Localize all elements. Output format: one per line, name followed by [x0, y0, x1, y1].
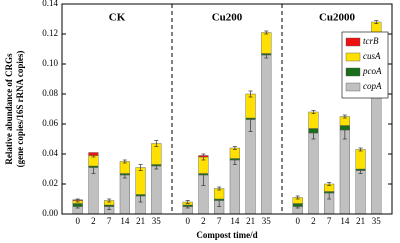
bar-segment	[339, 125, 350, 131]
error-bar	[154, 140, 159, 147]
y-tick-label: 0.10	[42, 58, 58, 68]
error-bar	[295, 195, 300, 200]
y-tick-label: 0.12	[42, 28, 58, 38]
error-bar	[138, 164, 143, 171]
legend-label: cusA	[363, 51, 381, 61]
bar-segment	[245, 117, 256, 120]
bar-segment	[214, 198, 225, 201]
bar-segment	[182, 204, 193, 207]
bar-segment	[245, 119, 256, 215]
bar-segment	[292, 203, 303, 207]
bar-segment	[88, 165, 99, 168]
x-tick-label: 35	[372, 216, 382, 226]
x-tick-label: 14	[340, 216, 350, 226]
group-label: Cu2000	[319, 12, 356, 24]
bar-segment	[324, 191, 335, 194]
bar-segment	[135, 194, 146, 197]
bar-segment	[72, 203, 83, 207]
x-tick-label: 14	[230, 216, 240, 226]
x-tick-label: 35	[262, 216, 272, 226]
error-bar	[107, 198, 112, 203]
y-label-line: Relative abundance of CRGs	[4, 53, 14, 165]
x-tick-label: 2	[201, 216, 206, 226]
y-tick-label: 0.04	[42, 148, 58, 158]
error-bar	[327, 182, 332, 186]
x-tick-label: 21	[246, 216, 255, 226]
bar-segment	[355, 168, 366, 171]
legend-swatch	[345, 37, 361, 47]
bar-segment	[88, 152, 99, 156]
legend-label: pcoA	[362, 66, 382, 76]
bar-segment	[355, 170, 366, 215]
x-tick-label: 7	[327, 216, 332, 226]
x-tick-label: 7	[107, 216, 112, 226]
x-tick-label: 14	[120, 216, 130, 226]
bar-segment	[308, 128, 319, 134]
bar-segment	[198, 155, 209, 158]
error-bar	[217, 186, 222, 191]
bar-segment	[355, 149, 366, 170]
legend-swatch	[345, 82, 361, 92]
legend-label: tcrB	[363, 36, 379, 46]
bar-segment	[339, 129, 350, 215]
bar-segment	[261, 54, 272, 215]
error-bar	[122, 159, 127, 164]
y-tick-label: 0.14	[42, 0, 58, 8]
bar-segment	[88, 167, 99, 215]
y-label-line: (gene copies/16S rRNA copies)	[15, 51, 25, 168]
group-label: Cu200	[212, 12, 243, 24]
error-bar	[311, 110, 316, 114]
bar-segment	[261, 53, 272, 56]
error-bar	[185, 200, 190, 204]
bar-segment	[135, 167, 146, 195]
group-label: CK	[109, 12, 126, 24]
bar-segment	[308, 132, 319, 215]
error-bar	[374, 20, 379, 24]
x-tick-label: 2	[91, 216, 96, 226]
legend-label: copA	[363, 81, 382, 91]
y-tick-label: 0.02	[42, 178, 58, 188]
error-bar	[232, 146, 237, 150]
bar-segment	[308, 111, 319, 129]
x-label: Compost time/d	[196, 230, 257, 240]
error-bar	[358, 147, 363, 152]
bar-segment	[119, 173, 130, 176]
y-tick-label: 0.06	[42, 118, 58, 128]
plot-frame	[61, 3, 393, 215]
bar-segment	[119, 174, 130, 215]
y-tick-label: 0.00	[42, 208, 58, 218]
legend-swatch	[345, 52, 361, 62]
bar-segment	[151, 165, 162, 215]
y-label: Relative abundance of CRGs (gene copies/…	[4, 51, 25, 168]
x-tick-label: 35	[152, 216, 162, 226]
legend-swatch	[345, 67, 361, 77]
error-bar	[342, 114, 347, 119]
bar-segment	[151, 164, 162, 167]
x-tick-label: 7	[217, 216, 222, 226]
bar-segment	[229, 158, 240, 161]
error-bar	[248, 90, 253, 98]
x-tick-label: 2	[311, 216, 316, 226]
error-bar	[264, 30, 269, 35]
x-tick-label: 21	[356, 216, 365, 226]
x-tick-label: 0	[185, 216, 190, 226]
x-tick-label: 0	[75, 216, 80, 226]
bar-segment	[245, 93, 256, 119]
x-tick-label: 0	[295, 216, 300, 226]
bar-segment	[104, 204, 115, 207]
bar-segment	[229, 159, 240, 215]
bar-segment	[72, 199, 83, 201]
bar-segment	[261, 32, 272, 54]
x-tick-label: 21	[136, 216, 145, 226]
bar-segment	[198, 173, 209, 176]
y-tick-label: 0.08	[42, 88, 58, 98]
